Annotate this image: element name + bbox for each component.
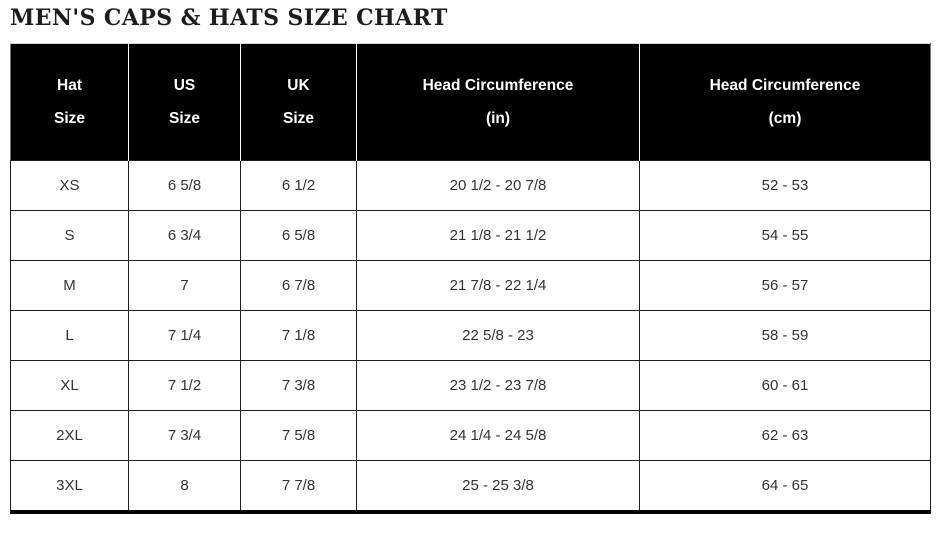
table-row: XS 6 5/8 6 1/2 20 1/2 - 20 7/8 52 - 53 xyxy=(10,160,931,212)
cell-uk-size: 7 7/8 xyxy=(240,460,357,513)
cell-hat-size: XL xyxy=(10,360,129,412)
column-header-us-size: US Size xyxy=(128,43,241,161)
header-label-line: (in) xyxy=(485,110,511,128)
cell-head-circumference-in: 25 - 25 3/8 xyxy=(356,460,640,513)
cell-head-circumference-in: 23 1/2 - 23 7/8 xyxy=(356,360,640,412)
column-header-uk-size: UK Size xyxy=(240,43,357,161)
header-label-line: Hat xyxy=(57,77,82,95)
table-row: 3XL 8 7 7/8 25 - 25 3/8 64 - 65 xyxy=(10,460,931,513)
cell-head-circumference-cm: 52 - 53 xyxy=(639,160,931,212)
cell-uk-size: 7 3/8 xyxy=(240,360,357,412)
cell-hat-size: 3XL xyxy=(10,460,129,513)
cell-hat-size: 2XL xyxy=(10,410,129,462)
cell-head-circumference-in: 21 1/8 - 21 1/2 xyxy=(356,210,640,262)
cell-head-circumference-cm: 54 - 55 xyxy=(639,210,931,262)
cell-head-circumference-in: 22 5/8 - 23 xyxy=(356,310,640,362)
cell-hat-size: L xyxy=(10,310,129,362)
table-row: 2XL 7 3/4 7 5/8 24 1/4 - 24 5/8 62 - 63 xyxy=(10,410,931,462)
cell-head-circumference-cm: 56 - 57 xyxy=(639,260,931,312)
cell-head-circumference-cm: 58 - 59 xyxy=(639,310,931,362)
header-label-line: Size xyxy=(53,110,85,128)
header-label-line: UK xyxy=(287,77,310,95)
cell-head-circumference-in: 20 1/2 - 20 7/8 xyxy=(356,160,640,212)
cell-head-circumference-cm: 62 - 63 xyxy=(639,410,931,462)
cell-us-size: 7 xyxy=(128,260,241,312)
cell-hat-size: XS xyxy=(10,160,129,212)
cell-head-circumference-cm: 60 - 61 xyxy=(639,360,931,412)
cell-hat-size: S xyxy=(10,210,129,262)
page-title: MEN'S CAPS & HATS SIZE CHART xyxy=(10,5,448,31)
cell-uk-size: 7 1/8 xyxy=(240,310,357,362)
cell-uk-size: 6 5/8 xyxy=(240,210,357,262)
header-label-line: Head Circumference xyxy=(422,77,574,95)
header-row: Hat Size US Size UK Size Head Circumfere… xyxy=(10,43,931,161)
cell-us-size: 7 3/4 xyxy=(128,410,241,462)
header-label-line: Head Circumference xyxy=(709,77,861,95)
header-label-line: US xyxy=(173,77,196,95)
cell-uk-size: 6 1/2 xyxy=(240,160,357,212)
cell-uk-size: 7 5/8 xyxy=(240,410,357,462)
column-header-hat-size: Hat Size xyxy=(10,43,129,161)
table-row: S 6 3/4 6 5/8 21 1/8 - 21 1/2 54 - 55 xyxy=(10,210,931,262)
table-row: M 7 6 7/8 21 7/8 - 22 1/4 56 - 57 xyxy=(10,260,931,312)
header-label-line: Size xyxy=(282,110,314,128)
size-chart-table: Hat Size US Size UK Size Head Circumfere… xyxy=(10,43,931,515)
column-header-head-circumference-in: Head Circumference (in) xyxy=(356,43,640,161)
cell-head-circumference-cm: 64 - 65 xyxy=(639,460,931,513)
table-row: L 7 1/4 7 1/8 22 5/8 - 23 58 - 59 xyxy=(10,310,931,362)
cell-us-size: 8 xyxy=(128,460,241,513)
cell-uk-size: 6 7/8 xyxy=(240,260,357,312)
cell-us-size: 7 1/4 xyxy=(128,310,241,362)
cell-head-circumference-in: 24 1/4 - 24 5/8 xyxy=(356,410,640,462)
cell-us-size: 6 3/4 xyxy=(128,210,241,262)
header-label-line: (cm) xyxy=(768,110,802,128)
column-header-head-circumference-cm: Head Circumference (cm) xyxy=(639,43,931,161)
table-row: XL 7 1/2 7 3/8 23 1/2 - 23 7/8 60 - 61 xyxy=(10,360,931,412)
cell-us-size: 6 5/8 xyxy=(128,160,241,212)
cell-hat-size: M xyxy=(10,260,129,312)
table-body: XS 6 5/8 6 1/2 20 1/2 - 20 7/8 52 - 53 S… xyxy=(10,160,931,513)
cell-us-size: 7 1/2 xyxy=(128,360,241,412)
cell-head-circumference-in: 21 7/8 - 22 1/4 xyxy=(356,260,640,312)
table-header: Hat Size US Size UK Size Head Circumfere… xyxy=(10,43,931,161)
header-label-line: Size xyxy=(168,110,200,128)
